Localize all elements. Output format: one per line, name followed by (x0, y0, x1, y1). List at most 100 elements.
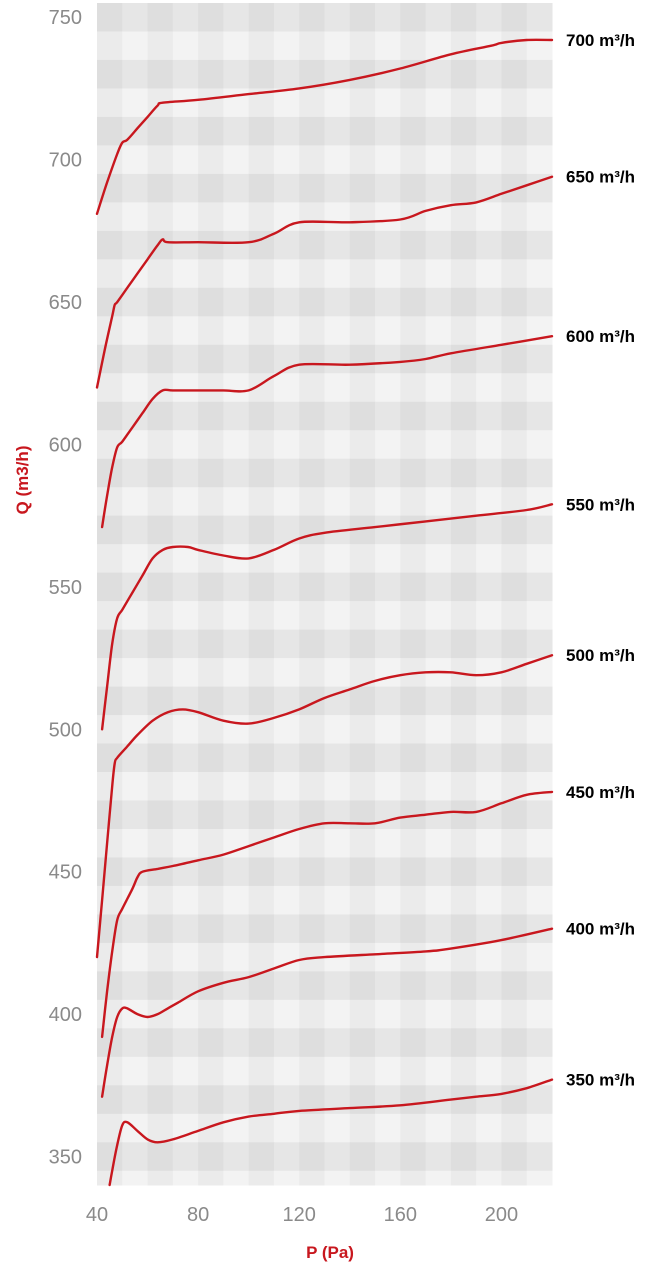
grid-cell (349, 145, 376, 175)
grid-cell (450, 3, 477, 32)
grid-cell (476, 88, 502, 118)
grid-cell (450, 88, 477, 118)
grid-cell (248, 601, 275, 631)
grid-cell (172, 800, 199, 830)
grid-cell (450, 544, 477, 574)
grid-cell (122, 230, 149, 260)
grid-cell (375, 914, 401, 944)
grid-cell (223, 401, 250, 431)
grid-cell (248, 629, 275, 659)
grid-cell (375, 999, 401, 1029)
grid-cell (450, 287, 477, 317)
grid-cell (198, 230, 224, 260)
grid-cell (526, 1028, 553, 1058)
grid-cell (223, 59, 250, 89)
grid-cell (349, 1113, 376, 1143)
grid-cell (450, 999, 477, 1029)
grid-cell (501, 715, 528, 745)
grid-cell (97, 373, 123, 403)
grid-cell (349, 487, 376, 517)
grid-cell (425, 772, 452, 801)
grid-cell (425, 287, 452, 317)
grid-cell (425, 971, 452, 1001)
grid-cell (526, 458, 553, 488)
grid-cell (122, 1028, 149, 1058)
grid-cell (273, 885, 300, 915)
grid-cell (172, 3, 199, 32)
grid-cell (324, 544, 351, 574)
grid-cell (299, 373, 325, 403)
grid-cell (122, 59, 149, 89)
x-tick-label: 80 (187, 1204, 209, 1226)
grid-cell (299, 1056, 325, 1086)
grid-cell (198, 458, 224, 488)
grid-cell (273, 1170, 300, 1186)
grid-cell (122, 914, 149, 944)
grid-cell (198, 800, 224, 830)
grid-cell (248, 1142, 275, 1172)
series-label-3: 550 m³/h (566, 495, 635, 514)
grid-cell (198, 942, 224, 972)
grid-cell (400, 316, 427, 346)
grid-cell (273, 31, 300, 61)
grid-cell (501, 857, 528, 887)
grid-cell (476, 230, 502, 260)
grid-cell (349, 230, 376, 260)
grid-cell (324, 1056, 351, 1086)
grid-cell (450, 686, 477, 716)
grid-cell (122, 999, 149, 1029)
grid-cell (223, 316, 250, 346)
grid-cell (501, 800, 528, 830)
grid-cell (324, 572, 351, 602)
series-line-2 (100, 335, 554, 529)
grid-cell (97, 230, 123, 260)
grid-cell (476, 287, 502, 317)
grid-cell (526, 629, 553, 659)
grid-cell (450, 1113, 477, 1143)
grid-cell (375, 487, 401, 517)
grid-cell (476, 515, 502, 545)
grid-cell (526, 857, 553, 887)
grid-cell (198, 373, 224, 403)
grid-cell (122, 601, 149, 631)
grid-cell (198, 1056, 224, 1086)
grid-cell (299, 601, 325, 631)
grid-cell (97, 544, 123, 574)
grid-cell (172, 601, 199, 631)
grid-cell (299, 885, 325, 915)
grid-cell (450, 772, 477, 801)
grid-cell (122, 1142, 149, 1172)
grid-cell (299, 202, 325, 232)
grid-cell (400, 515, 427, 545)
chart-background-grid (97, 3, 553, 1186)
grid-cell (122, 145, 149, 175)
grid-cell (223, 287, 250, 317)
grid-cell (450, 59, 477, 89)
grid-cell (425, 458, 452, 488)
grid-cell (172, 116, 199, 146)
grid-cell (172, 145, 199, 175)
grid-cell (223, 601, 250, 631)
grid-cell (375, 1113, 401, 1143)
grid-cell (349, 1170, 376, 1186)
grid-cell (299, 828, 325, 858)
grid-cell (172, 743, 199, 773)
grid-cell (501, 401, 528, 431)
grid-cell (501, 344, 528, 374)
series-label-4: 500 m³/h (566, 646, 635, 665)
grid-cell (147, 3, 174, 32)
y-tick-label: 750 (49, 7, 82, 29)
grid-cell (147, 715, 174, 745)
grid-cell (476, 1085, 502, 1115)
grid-cell (526, 401, 553, 431)
grid-cell (198, 31, 224, 61)
y-tick-label: 700 (49, 150, 82, 172)
grid-cell (400, 885, 427, 915)
grid-cell (375, 230, 401, 260)
grid-cell (172, 458, 199, 488)
grid-cell (375, 458, 401, 488)
grid-cell (147, 601, 174, 631)
grid-cell (97, 487, 123, 517)
grid-cell (147, 1142, 174, 1172)
grid-cell (147, 828, 174, 858)
